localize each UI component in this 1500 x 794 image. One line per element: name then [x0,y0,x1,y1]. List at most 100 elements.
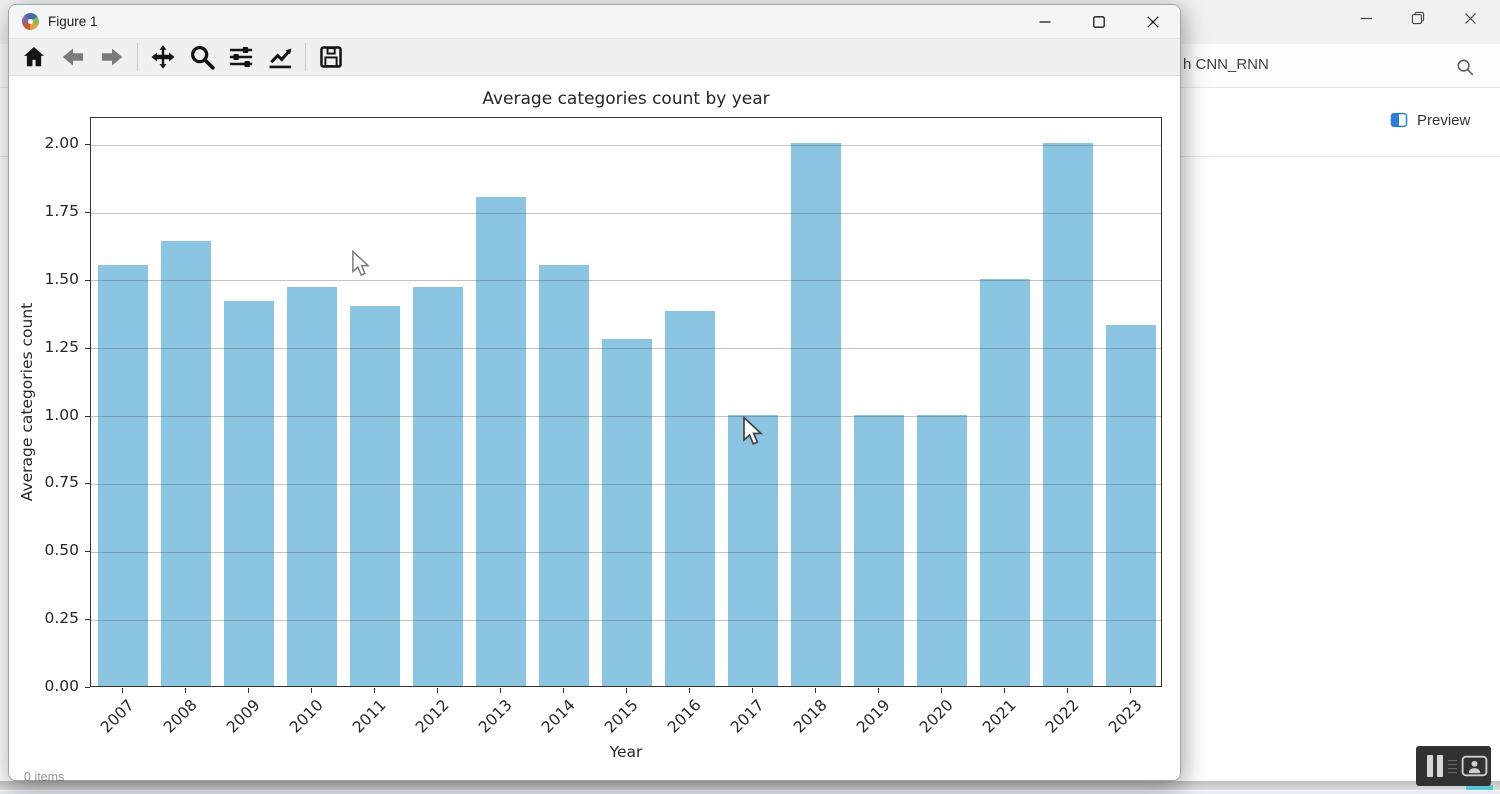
x-tick-label: 2023 [1106,696,1147,737]
bar-2019 [854,415,904,686]
preview-label: Preview [1417,112,1470,129]
explorer-restore-button[interactable] [1392,0,1444,36]
recording-overlay [1416,746,1491,786]
x-tick-label: 2018 [790,696,831,737]
gridline [91,348,1161,349]
back-arrow-icon [60,44,86,70]
restore-icon [1411,11,1425,25]
x-tick-mark [1130,688,1131,693]
figure-titlebar[interactable]: Figure 1 [9,5,1180,38]
bar-2007 [98,265,148,686]
x-tick-mark [752,688,753,693]
gridline [91,484,1161,485]
forward-button[interactable] [98,42,126,72]
gridline [91,280,1161,281]
x-tick-label: 2008 [160,696,201,737]
customize-plot-button[interactable] [266,42,294,72]
y-tick-mark [85,483,90,484]
figure-close-button[interactable] [1126,5,1180,38]
preview-pane-icon [1390,111,1408,129]
overlay-grip[interactable] [1448,760,1457,773]
x-tick-label: 2019 [853,696,894,737]
minimize-icon [1360,12,1373,25]
desktop: h CNN_RNN Preview 0 items Figure 1 [0,0,1500,794]
bar-2017 [728,415,778,686]
magnifier-icon [188,43,216,71]
y-tick-label: 0.75 [9,473,79,491]
bar-2014 [539,265,589,686]
x-tick-label: 2014 [538,696,579,737]
x-tick-label: 2017 [727,696,768,737]
statusbar-strip [0,781,1500,790]
pan-move-icon [150,44,176,70]
x-tick-mark [311,688,312,693]
x-tick-mark [878,688,879,693]
close-icon [1146,15,1160,29]
x-tick-mark [248,688,249,693]
y-tick-mark [85,280,90,281]
home-button[interactable] [20,42,48,72]
x-tick-mark [689,688,690,693]
x-tick-mark [941,688,942,693]
search-icon[interactable] [1452,54,1478,80]
line-chart-icon [266,42,294,72]
explorer-close-button[interactable] [1444,0,1496,36]
y-tick-mark [85,416,90,417]
bar-2011 [350,306,400,686]
home-icon [21,44,47,70]
gridline [91,416,1161,417]
mouse-cursor-ghost [350,250,372,277]
forward-arrow-icon [99,44,125,70]
pan-button[interactable] [149,42,177,72]
back-button[interactable] [59,42,87,72]
configure-subplots-button[interactable] [227,42,255,72]
gridline [91,145,1161,146]
search-input-text[interactable]: h CNN_RNN [1183,56,1269,73]
toolbar-separator [305,43,306,71]
bar-2015 [602,339,652,686]
save-button[interactable] [317,42,345,72]
zoom-button[interactable] [188,42,216,72]
x-tick-mark [122,688,123,693]
matplotlib-logo-icon [22,13,39,30]
gridline [91,213,1161,214]
bar-2020 [917,415,967,686]
y-tick-mark [85,144,90,145]
x-tick-mark [185,688,186,693]
minimize-icon [1038,15,1052,29]
y-tick-label: 2.00 [9,134,79,152]
x-tick-mark [500,688,501,693]
status-bar-items-count: 0 items [24,770,64,784]
y-tick-mark [85,212,90,213]
x-tick-mark [374,688,375,693]
y-tick-label: 1.25 [9,338,79,356]
y-tick-mark [85,551,90,552]
x-axis-label: Year [90,743,1162,761]
bar-2013 [476,197,526,686]
gridline [91,620,1161,621]
y-tick-label: 0.50 [9,541,79,559]
figure-window: Figure 1 [8,4,1181,781]
figure-maximize-button[interactable] [1072,5,1126,38]
figure-minimize-button[interactable] [1018,5,1072,38]
explorer-minimize-button[interactable] [1340,0,1392,36]
bar-2010 [287,287,337,686]
chart-title: Average categories count by year [90,89,1162,109]
preview-toggle-button[interactable]: Preview [1390,111,1470,129]
x-tick-label: 2021 [979,696,1020,737]
plot-area [90,117,1162,687]
figure-canvas: Average categories count by year Average… [9,76,1180,780]
y-tick-label: 0.00 [9,677,79,695]
x-tick-mark [437,688,438,693]
x-tick-label: 2009 [223,696,264,737]
bar-2018 [791,143,841,686]
toolbar-separator [137,43,138,71]
explorer-window-controls [1340,0,1496,36]
camera-button[interactable] [1461,755,1488,777]
camera-person-icon [1461,755,1488,777]
y-tick-mark [85,619,90,620]
pause-button[interactable] [1427,755,1443,777]
close-icon [1464,12,1477,25]
matplotlib-toolbar [9,38,1180,76]
bar-2012 [413,287,463,686]
